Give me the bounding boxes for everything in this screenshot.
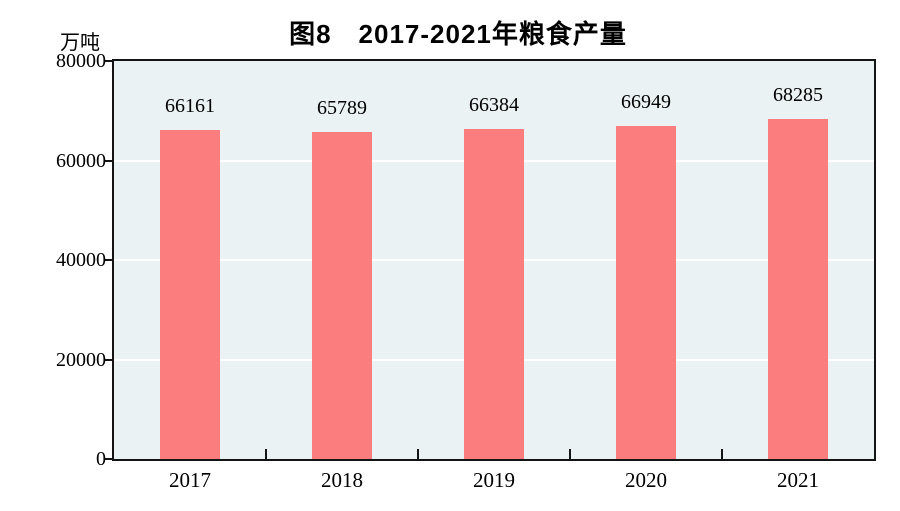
- bar-value-label: 66161: [165, 94, 215, 117]
- x-axis-label: 2020: [625, 468, 667, 492]
- x-axis-tick: [417, 449, 419, 459]
- y-axis-tick: [104, 159, 112, 162]
- bar-value-label: 66384: [469, 93, 519, 116]
- bar-2019: [464, 128, 524, 459]
- y-axis-tick: [104, 458, 112, 460]
- bar-2018: [312, 131, 372, 459]
- bar-2021: [768, 119, 828, 459]
- bar-2017: [160, 129, 220, 459]
- x-axis-tick: [569, 449, 571, 459]
- y-axis-tick-label: 20000: [56, 348, 106, 371]
- chart-title: 图8 2017-2021年粮食产量: [289, 19, 627, 49]
- bar-value-label: 65789: [317, 96, 367, 119]
- x-axis-label: 2017: [169, 468, 211, 492]
- plot-area: 66161 65789 66384 66949 68285: [112, 59, 876, 461]
- bar-value-label: 66949: [621, 90, 671, 113]
- x-axis-label: 2019: [473, 468, 515, 492]
- x-axis-tick: [721, 449, 723, 459]
- y-axis-tick-label: 80000: [56, 50, 106, 72]
- y-axis-unit-label: 万吨: [60, 32, 100, 54]
- x-axis-tick: [265, 449, 267, 459]
- y-axis-tick-label: 40000: [56, 249, 106, 271]
- y-axis-tick-label: 60000: [56, 149, 106, 172]
- y-axis-tick: [104, 60, 112, 62]
- x-axis-label: 2021: [777, 468, 819, 492]
- bar-2020: [616, 125, 676, 459]
- y-axis-tick: [104, 259, 112, 261]
- x-axis-label: 2018: [321, 468, 363, 492]
- y-axis-tick-label: 0: [96, 448, 106, 470]
- bar-value-label: 68285: [773, 84, 823, 107]
- y-axis-tick: [104, 358, 112, 361]
